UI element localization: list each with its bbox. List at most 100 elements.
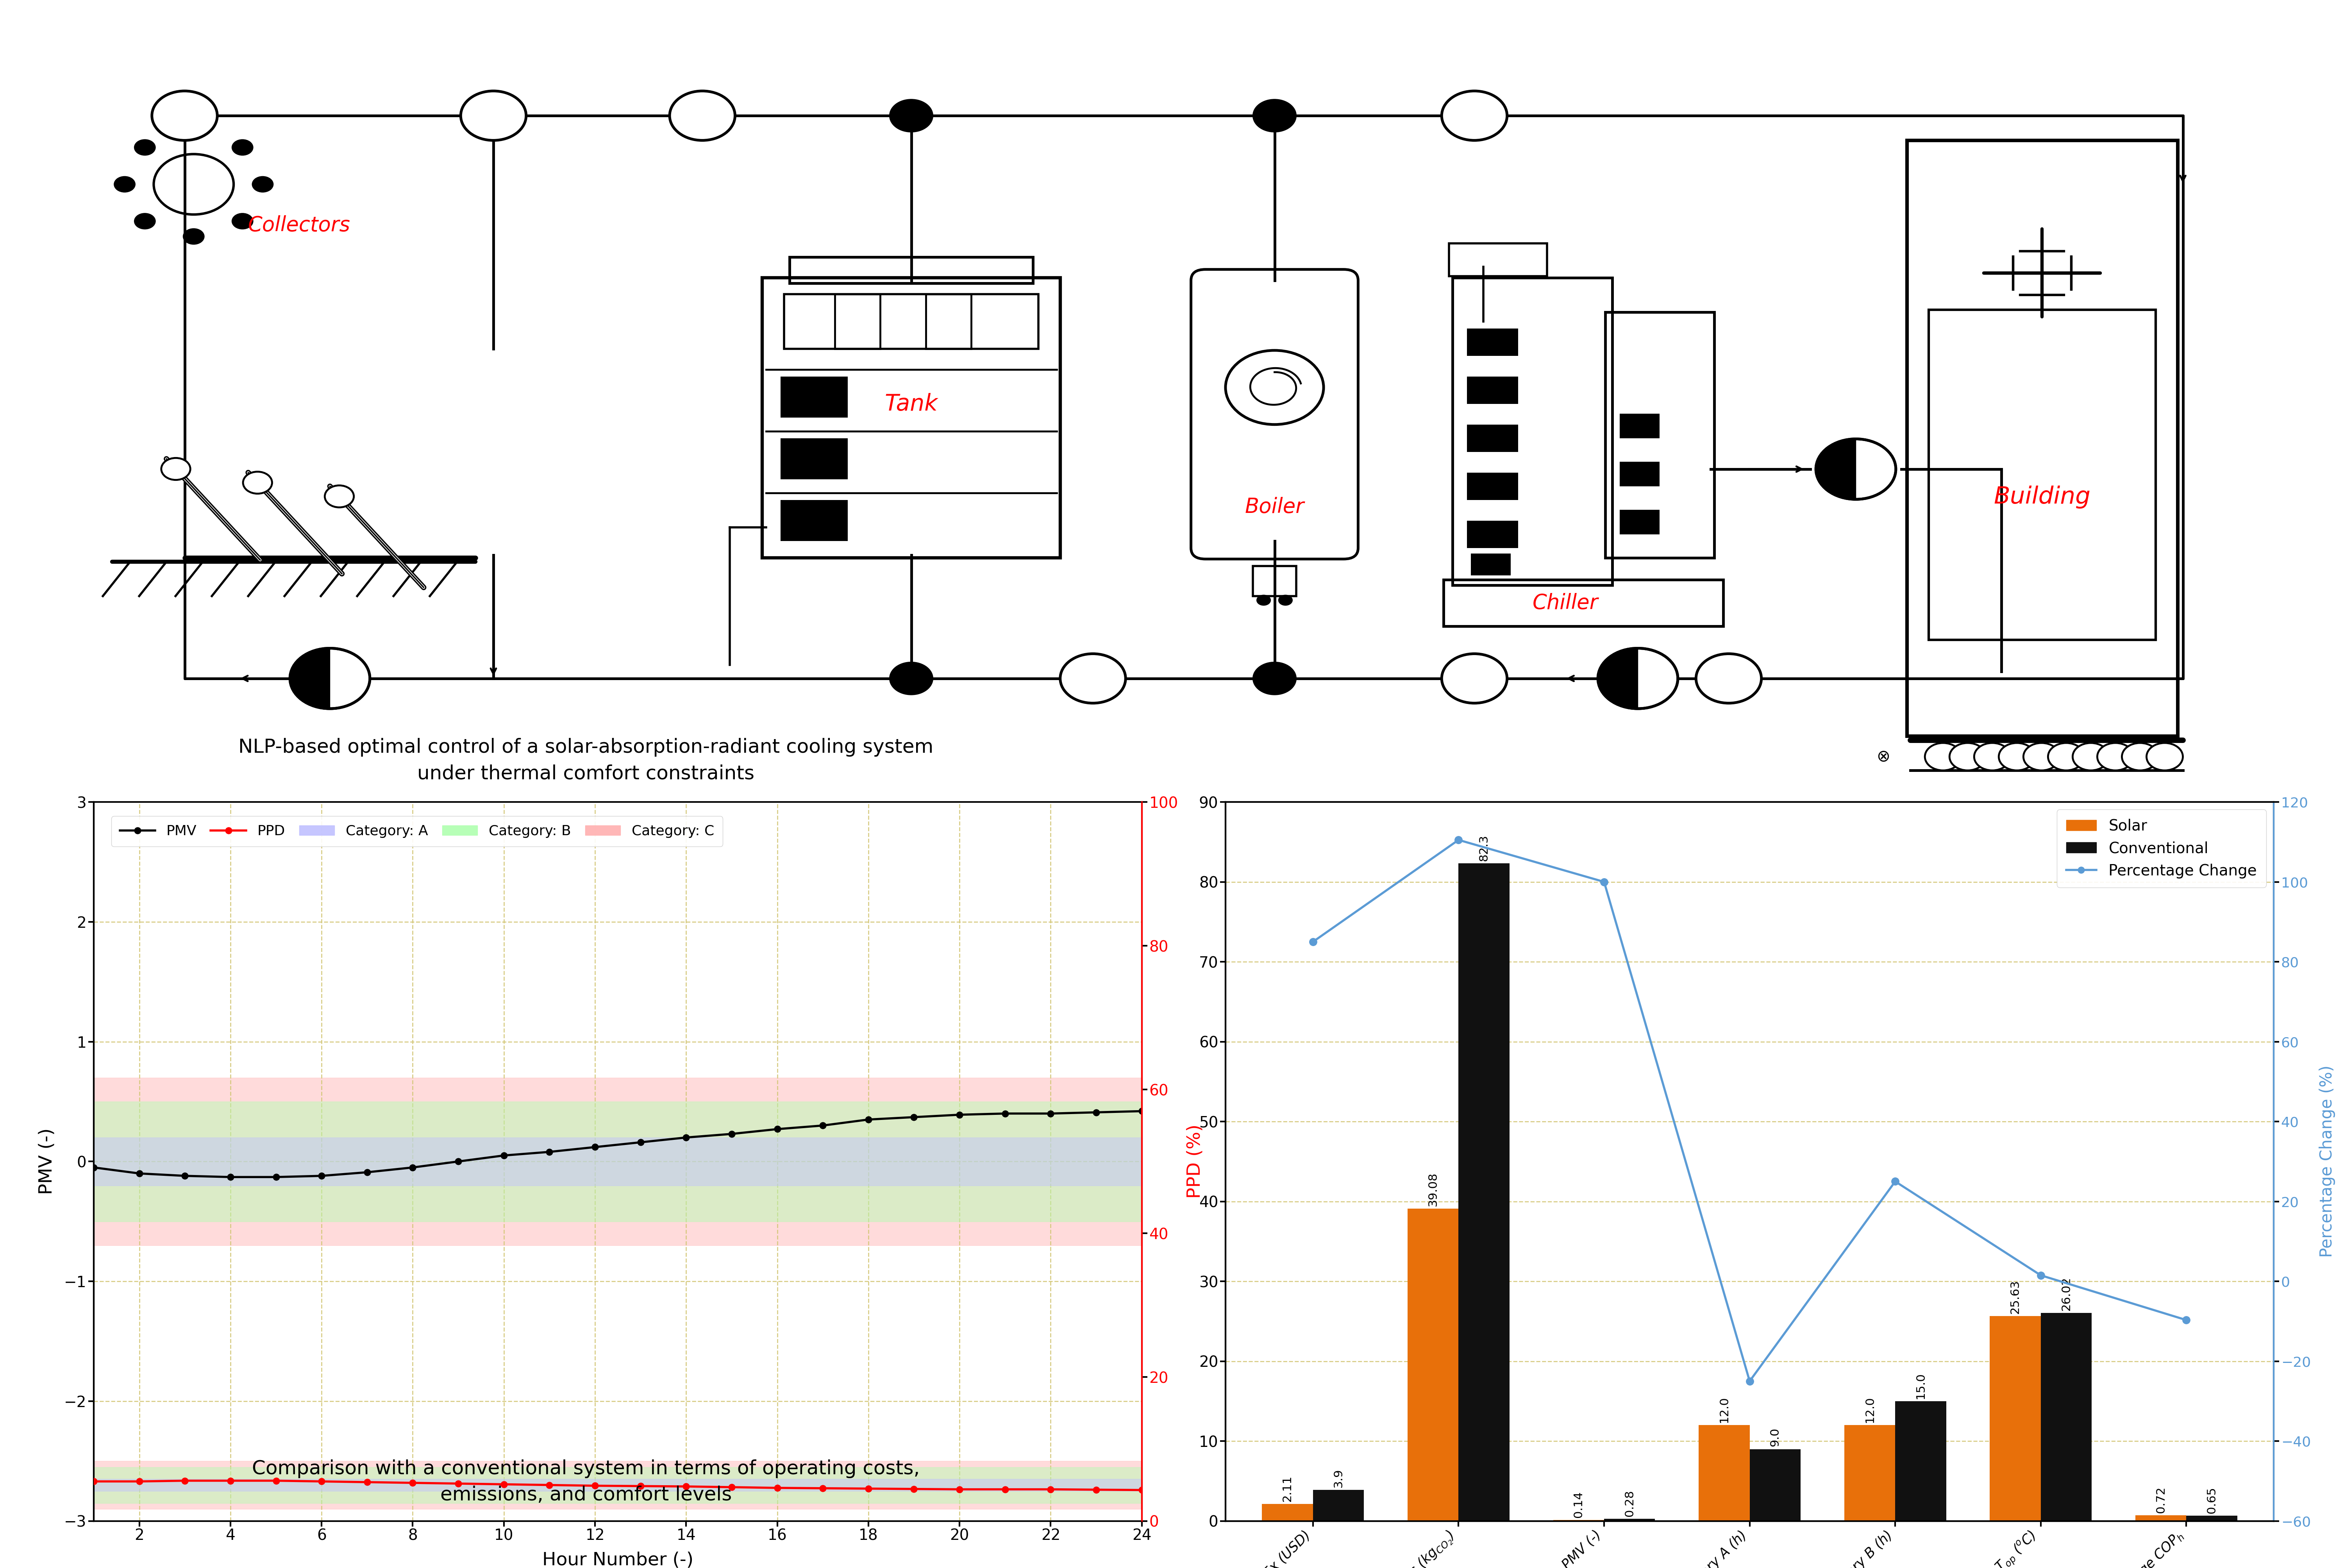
Bar <box>781 437 872 480</box>
Circle shape <box>232 213 253 229</box>
Text: 15.0: 15.0 <box>1915 1372 1927 1399</box>
PMV <box>853 1110 881 1129</box>
Line: Percentage Change: Percentage Change <box>1310 836 2189 1385</box>
Circle shape <box>183 229 204 245</box>
PPD <box>445 1474 473 1493</box>
PMV <box>1083 1102 1111 1121</box>
Text: 82.3: 82.3 <box>1479 834 1491 861</box>
Polygon shape <box>1817 439 1856 499</box>
Bar <box>849 500 874 541</box>
Percentage Change <box>1444 831 1472 850</box>
Bar <box>94 1468 1142 1504</box>
Bar <box>94 1102 1142 1221</box>
PMV <box>673 1127 701 1146</box>
X-axis label: Hour Number (-): Hour Number (-) <box>541 1551 694 1568</box>
Circle shape <box>888 99 933 132</box>
Circle shape <box>1442 91 1507 141</box>
Text: 0.65: 0.65 <box>2206 1486 2217 1513</box>
Circle shape <box>152 91 218 141</box>
Bar <box>1845 1425 1896 1521</box>
Legend: Solar, Conventional, Percentage Change: Solar, Conventional, Percentage Change <box>2058 809 2267 887</box>
PMV <box>992 1104 1020 1123</box>
PMV <box>307 1167 335 1185</box>
Polygon shape <box>1599 648 1638 709</box>
PPD <box>945 1480 973 1499</box>
PPD <box>900 1480 928 1499</box>
Text: ⊗: ⊗ <box>1875 748 1889 765</box>
Line: PMV: PMV <box>91 1109 1146 1181</box>
Bar <box>1699 1425 1749 1521</box>
Bar <box>2042 1312 2091 1521</box>
PPD <box>354 1472 382 1491</box>
Circle shape <box>1924 743 1962 770</box>
Bar <box>849 376 874 417</box>
Circle shape <box>1599 648 1678 709</box>
PMV <box>216 1168 244 1187</box>
Text: Boiler: Boiler <box>1245 497 1303 517</box>
PMV <box>1036 1104 1064 1123</box>
PMV <box>809 1116 837 1135</box>
PPD <box>717 1477 745 1496</box>
Bar <box>1467 376 1519 405</box>
Bar <box>1458 864 1510 1521</box>
Circle shape <box>1974 743 2011 770</box>
Circle shape <box>2049 743 2084 770</box>
Bar <box>1409 1209 1458 1521</box>
PPD <box>307 1472 335 1491</box>
Circle shape <box>232 140 253 155</box>
PMV <box>80 1159 108 1178</box>
Circle shape <box>1442 654 1507 702</box>
PMV <box>717 1124 745 1143</box>
PMV <box>490 1146 518 1165</box>
Bar <box>1467 521 1519 549</box>
Circle shape <box>1999 743 2035 770</box>
Bar <box>781 376 872 417</box>
Circle shape <box>1059 654 1125 702</box>
PPD <box>809 1479 837 1497</box>
PPD <box>1036 1480 1064 1499</box>
Bar <box>1749 1449 1800 1521</box>
Bar <box>94 1077 1142 1245</box>
PPD <box>80 1472 108 1491</box>
Circle shape <box>1252 662 1296 695</box>
Percentage Change <box>1735 1372 1763 1391</box>
Circle shape <box>2121 743 2159 770</box>
Bar <box>1313 1490 1364 1521</box>
Text: 2.11: 2.11 <box>1282 1475 1294 1502</box>
Circle shape <box>326 486 354 508</box>
Bar <box>94 1137 1142 1185</box>
PPD <box>171 1471 199 1490</box>
Legend: PMV, PPD, Category: A, Category: B, Category: C: PMV, PPD, Category: A, Category: B, Cate… <box>110 817 722 847</box>
Bar <box>1467 328 1519 356</box>
Text: 0.72: 0.72 <box>2154 1486 2166 1513</box>
PPD <box>992 1480 1020 1499</box>
Circle shape <box>134 213 155 229</box>
Text: 9.0: 9.0 <box>1770 1428 1781 1447</box>
Y-axis label: Percentage Change (%): Percentage Change (%) <box>2318 1065 2335 1258</box>
PMV <box>1127 1102 1156 1121</box>
PMV <box>764 1120 792 1138</box>
Percentage Change <box>2028 1265 2056 1284</box>
Bar <box>783 295 1038 350</box>
Percentage Change <box>2173 1311 2201 1330</box>
Bar <box>1467 472 1519 500</box>
Bar <box>1252 566 1296 596</box>
Bar <box>1620 510 1660 535</box>
Text: 26.02: 26.02 <box>2060 1276 2072 1311</box>
Text: 0.14: 0.14 <box>1573 1491 1585 1518</box>
Y-axis label: PMV (-): PMV (-) <box>38 1129 56 1195</box>
Bar <box>1261 1504 1313 1521</box>
Text: 39.08: 39.08 <box>1427 1173 1439 1206</box>
Circle shape <box>2023 743 2060 770</box>
Text: Tank: Tank <box>884 394 938 416</box>
PPD <box>853 1479 881 1497</box>
PPD <box>1127 1480 1156 1499</box>
Percentage Change <box>1299 933 1327 952</box>
Circle shape <box>291 648 370 709</box>
Bar <box>2135 1515 2187 1521</box>
Line: PPD: PPD <box>91 1477 1146 1493</box>
Circle shape <box>2072 743 2110 770</box>
Circle shape <box>244 472 272 494</box>
Text: Chiller: Chiller <box>1533 593 1599 613</box>
Circle shape <box>2098 743 2133 770</box>
